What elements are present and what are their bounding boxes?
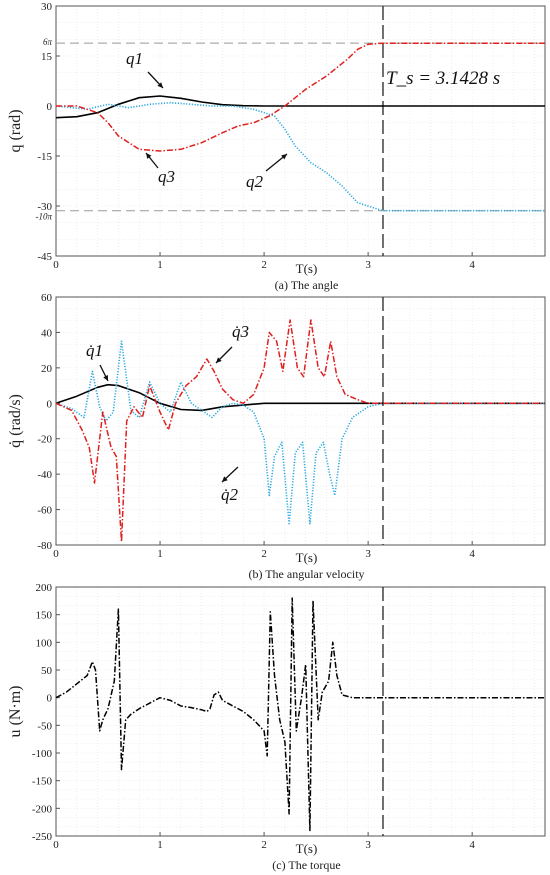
x-tick-label: 2 <box>261 839 267 851</box>
x-axis-label: T(s) <box>296 841 318 856</box>
y-tick-label: -20 <box>37 434 52 446</box>
y-tick-label: -45 <box>37 251 52 263</box>
y-tick-label: -200 <box>32 803 53 815</box>
x-tick-label: 0 <box>53 259 59 271</box>
x-tick-label: 2 <box>261 259 267 271</box>
x-tick-label: 1 <box>157 839 163 851</box>
y-tick-label: -15 <box>37 151 52 163</box>
y-tick-label: 0 <box>47 101 53 113</box>
plot-frame <box>55 296 546 546</box>
x-tick-label: 2 <box>261 548 267 560</box>
annotation-arrowhead <box>281 154 287 160</box>
series-line-q2 <box>55 101 545 212</box>
series-line-q3 <box>55 319 545 543</box>
series-label-q3-dot: q̇3 <box>232 322 249 341</box>
x-tick-label: 3 <box>365 259 371 271</box>
y-tick-label: 20 <box>41 363 53 375</box>
series-line-q1 <box>55 383 545 412</box>
chart-panel-1: 0 1 2 3 4 30 15 0 -15 -30 -45 6π -10π T(s) (a) The ang… <box>7 1 546 292</box>
y-axis-label: q (rad) <box>7 109 24 152</box>
y-tick-label: -30 <box>37 201 52 213</box>
x-tick-label: 1 <box>157 548 163 560</box>
chart-title: (c) The torque <box>272 858 340 872</box>
x-tick-label: 0 <box>53 839 59 851</box>
annotation-arrowhead <box>103 375 108 381</box>
x-tick-label: 4 <box>469 548 475 560</box>
y-tick-label: 15 <box>41 51 53 63</box>
reference-label: 6π <box>43 37 53 47</box>
annotation-arrowhead <box>216 357 222 363</box>
x-tick-label: 4 <box>469 839 475 851</box>
y-tick-label: 150 <box>36 610 53 622</box>
series-label-q1-dot: q̇1 <box>86 341 103 360</box>
series-label-q2-dot: q̇2 <box>221 485 239 504</box>
series-label-q2: q2 <box>246 172 264 191</box>
y-axis-label: u (N·m) <box>7 686 24 738</box>
series-line-q3 <box>56 42 545 152</box>
x-axis-label: T(s) <box>296 261 318 276</box>
y-tick-label: -40 <box>37 469 52 481</box>
y-tick-label: 60 <box>41 292 53 304</box>
x-axis-label: T(s) <box>296 550 318 565</box>
y-axis-label: q̇ (rad/s) <box>7 394 24 448</box>
x-tick-label: 3 <box>365 548 371 560</box>
y-tick-label: 30 <box>41 1 53 13</box>
series-line-q2 <box>55 340 545 525</box>
x-tick-label: 4 <box>469 259 475 271</box>
series-line-q1 <box>55 95 545 119</box>
y-tick-label: -50 <box>37 720 52 732</box>
series-label-q1: q1 <box>126 49 143 68</box>
y-tick-label: 50 <box>41 665 53 677</box>
y-tick-label: 0 <box>47 398 53 410</box>
chart-panel-2: 0 1 2 3 4 60 40 20 0 -20 -40 -60 -80 T(s) (b) The angu… <box>7 292 546 581</box>
y-tick-label: -60 <box>37 505 52 517</box>
x-tick-label: 1 <box>157 259 163 271</box>
y-tick-label: -100 <box>32 748 53 760</box>
y-tick-label: -80 <box>37 540 52 552</box>
annotation-arrowhead <box>157 82 163 88</box>
settling-time-annotation: T_s = 3.1428 s <box>386 68 500 89</box>
y-tick-label: -250 <box>32 831 53 843</box>
series-label-q3: q3 <box>158 167 175 186</box>
y-tick-label: -150 <box>32 776 53 788</box>
reference-label: -10π <box>35 212 52 222</box>
x-tick-label: 0 <box>53 548 59 560</box>
chart-title: (a) The angle <box>275 278 339 292</box>
chart-title: (b) The angular velocity <box>248 567 364 581</box>
y-tick-label: 200 <box>36 582 53 594</box>
plot-frame <box>55 5 546 257</box>
x-tick-label: 3 <box>365 839 371 851</box>
series-line-u <box>55 597 545 832</box>
annotation-arrowhead <box>146 153 152 159</box>
y-tick-label: 40 <box>41 327 53 339</box>
chart-panel-3: 0 1 2 3 4 200 150 100 50 0 -50 -100 -150 -200 -250 T(s)… <box>7 582 546 872</box>
y-tick-label: 100 <box>36 637 53 649</box>
plot-frame <box>55 586 546 837</box>
annotation-arrowhead <box>222 476 228 482</box>
y-tick-label: 0 <box>47 693 53 705</box>
